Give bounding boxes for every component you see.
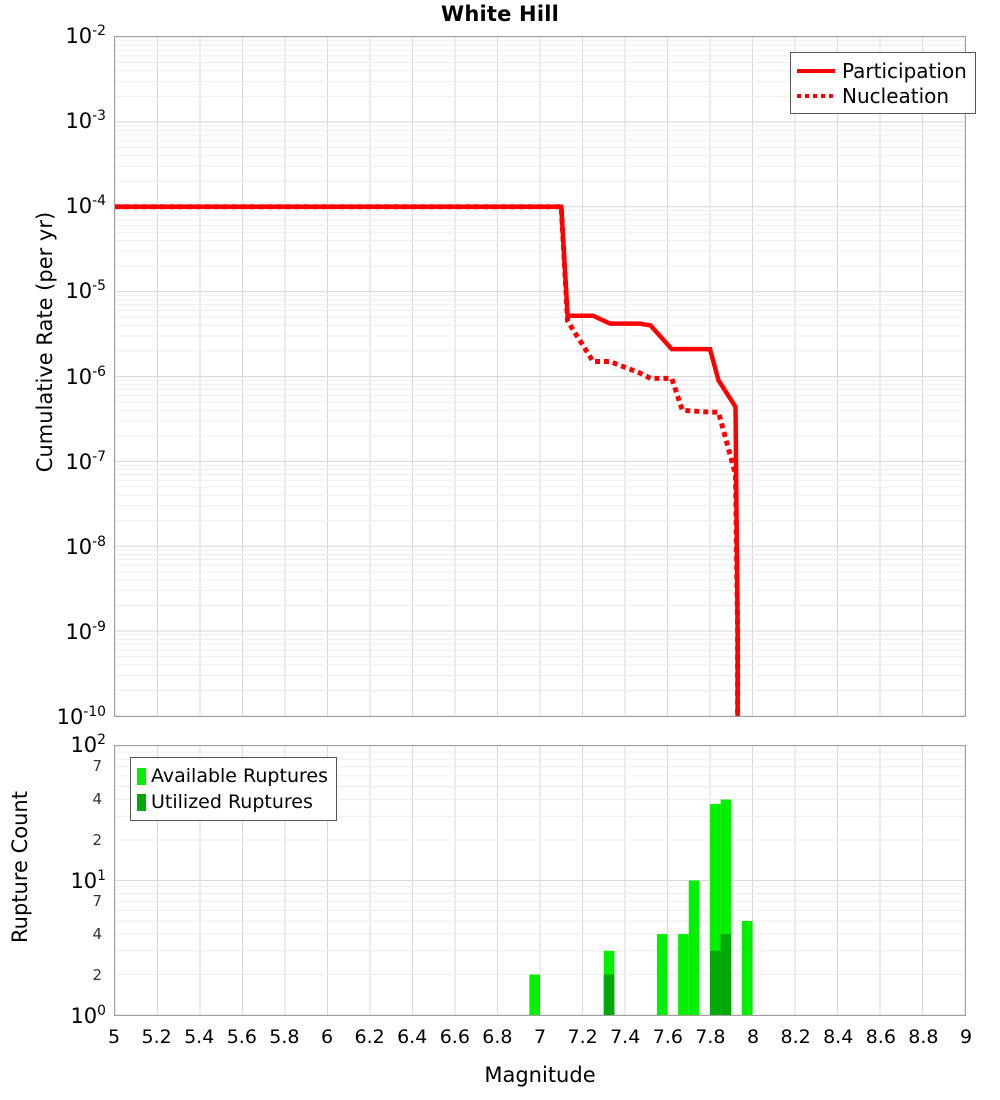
y-tick-bottom: 4: [92, 925, 102, 944]
x-tick: 5.4: [184, 1026, 215, 1048]
top-curves: [115, 204, 741, 716]
legend-label-utilized-ruptures: Utilized Ruptures: [151, 791, 313, 813]
x-tick: 7: [533, 1026, 547, 1048]
y-tick-top: 10-4: [65, 193, 106, 219]
x-tick: 7.2: [567, 1026, 598, 1048]
y-tick-top: 10-7: [65, 448, 106, 474]
x-tick: 8: [746, 1026, 760, 1048]
bar-utilized: [603, 974, 615, 1015]
x-tick: 6.6: [439, 1026, 470, 1048]
y-tick-bottom: 7: [92, 892, 102, 911]
x-tick: 6.8: [482, 1026, 513, 1048]
curve-participation: [115, 204, 740, 716]
bar-available: [710, 804, 721, 1015]
y-tick-bottom: 2: [92, 830, 102, 849]
bar-available: [720, 799, 732, 1015]
page-title: White Hill: [440, 2, 560, 26]
x-tick: 9: [959, 1026, 973, 1048]
top-y-axis-label: Cumulative Rate (per yr): [33, 211, 57, 473]
x-tick: 5.8: [269, 1026, 300, 1048]
bottom-bars: [529, 799, 753, 1015]
legend-item-participation[interactable]: Participation: [797, 58, 967, 83]
y-tick-top: 10-10: [56, 704, 106, 729]
curve-nucleation: [115, 204, 741, 716]
bar-available: [688, 880, 700, 1015]
x-tick: 8.8: [908, 1026, 939, 1048]
solid-line-icon: [797, 64, 835, 78]
bar-available: [678, 934, 689, 1015]
x-tick: 6: [320, 1026, 334, 1048]
y-tick-top: 10-2: [65, 23, 106, 48]
legend-item-utilized-ruptures[interactable]: Utilized Ruptures: [137, 789, 328, 815]
bottom-gridlines: [115, 746, 965, 1015]
x-tick: 7.4: [610, 1026, 641, 1048]
legend-label-participation: Participation: [842, 58, 967, 83]
x-tick: 7.6: [652, 1026, 683, 1048]
y-tick-top: 10-6: [65, 363, 106, 389]
y-tick-bottom: 100: [70, 1003, 106, 1028]
y-tick-bottom: 4: [92, 789, 102, 808]
available-ruptures-swatch-icon: [137, 767, 146, 785]
legend-item-nucleation[interactable]: Nucleation: [797, 83, 967, 108]
cumulative-rate-plot: [114, 36, 966, 717]
x-tick: 8.2: [780, 1026, 811, 1048]
bar-utilized: [720, 934, 732, 1015]
x-tick: 5.2: [141, 1026, 172, 1048]
x-tick: 6.4: [397, 1026, 428, 1048]
y-tick-top: 10-9: [65, 618, 106, 644]
legend-label-nucleation: Nucleation: [842, 83, 950, 108]
legend-label-available-ruptures: Available Ruptures: [151, 765, 328, 787]
x-tick: 6.2: [354, 1026, 385, 1048]
dotted-line-icon: [797, 89, 835, 103]
bottom-legend: Available Ruptures Utilized Ruptures: [130, 757, 337, 821]
top-legend: Participation Nucleation: [790, 52, 976, 114]
x-axis-label: Magnitude: [484, 1063, 596, 1087]
y-tick-bottom: 101: [70, 867, 106, 893]
x-tick: 7.8: [695, 1026, 726, 1048]
bottom-y-axis-label: Rupture Count: [8, 791, 32, 943]
bar-available: [529, 974, 540, 1015]
bar-available: [741, 920, 753, 1015]
y-tick-top: 10-8: [65, 533, 106, 559]
y-tick-bottom: 102: [70, 732, 106, 757]
x-tick: 5.6: [226, 1026, 257, 1048]
legend-item-available-ruptures[interactable]: Available Ruptures: [137, 763, 328, 789]
bar-available: [656, 934, 668, 1015]
bar-utilized: [710, 950, 721, 1015]
utilized-ruptures-swatch-icon: [137, 793, 146, 811]
x-tick: 8.4: [823, 1026, 854, 1048]
y-tick-bottom: 7: [92, 756, 102, 775]
y-tick-top: 10-3: [65, 108, 106, 134]
x-tick: 5: [107, 1026, 121, 1048]
x-tick: 8.6: [865, 1026, 896, 1048]
y-tick-top: 10-5: [65, 278, 106, 304]
y-tick-bottom: 2: [92, 966, 102, 985]
